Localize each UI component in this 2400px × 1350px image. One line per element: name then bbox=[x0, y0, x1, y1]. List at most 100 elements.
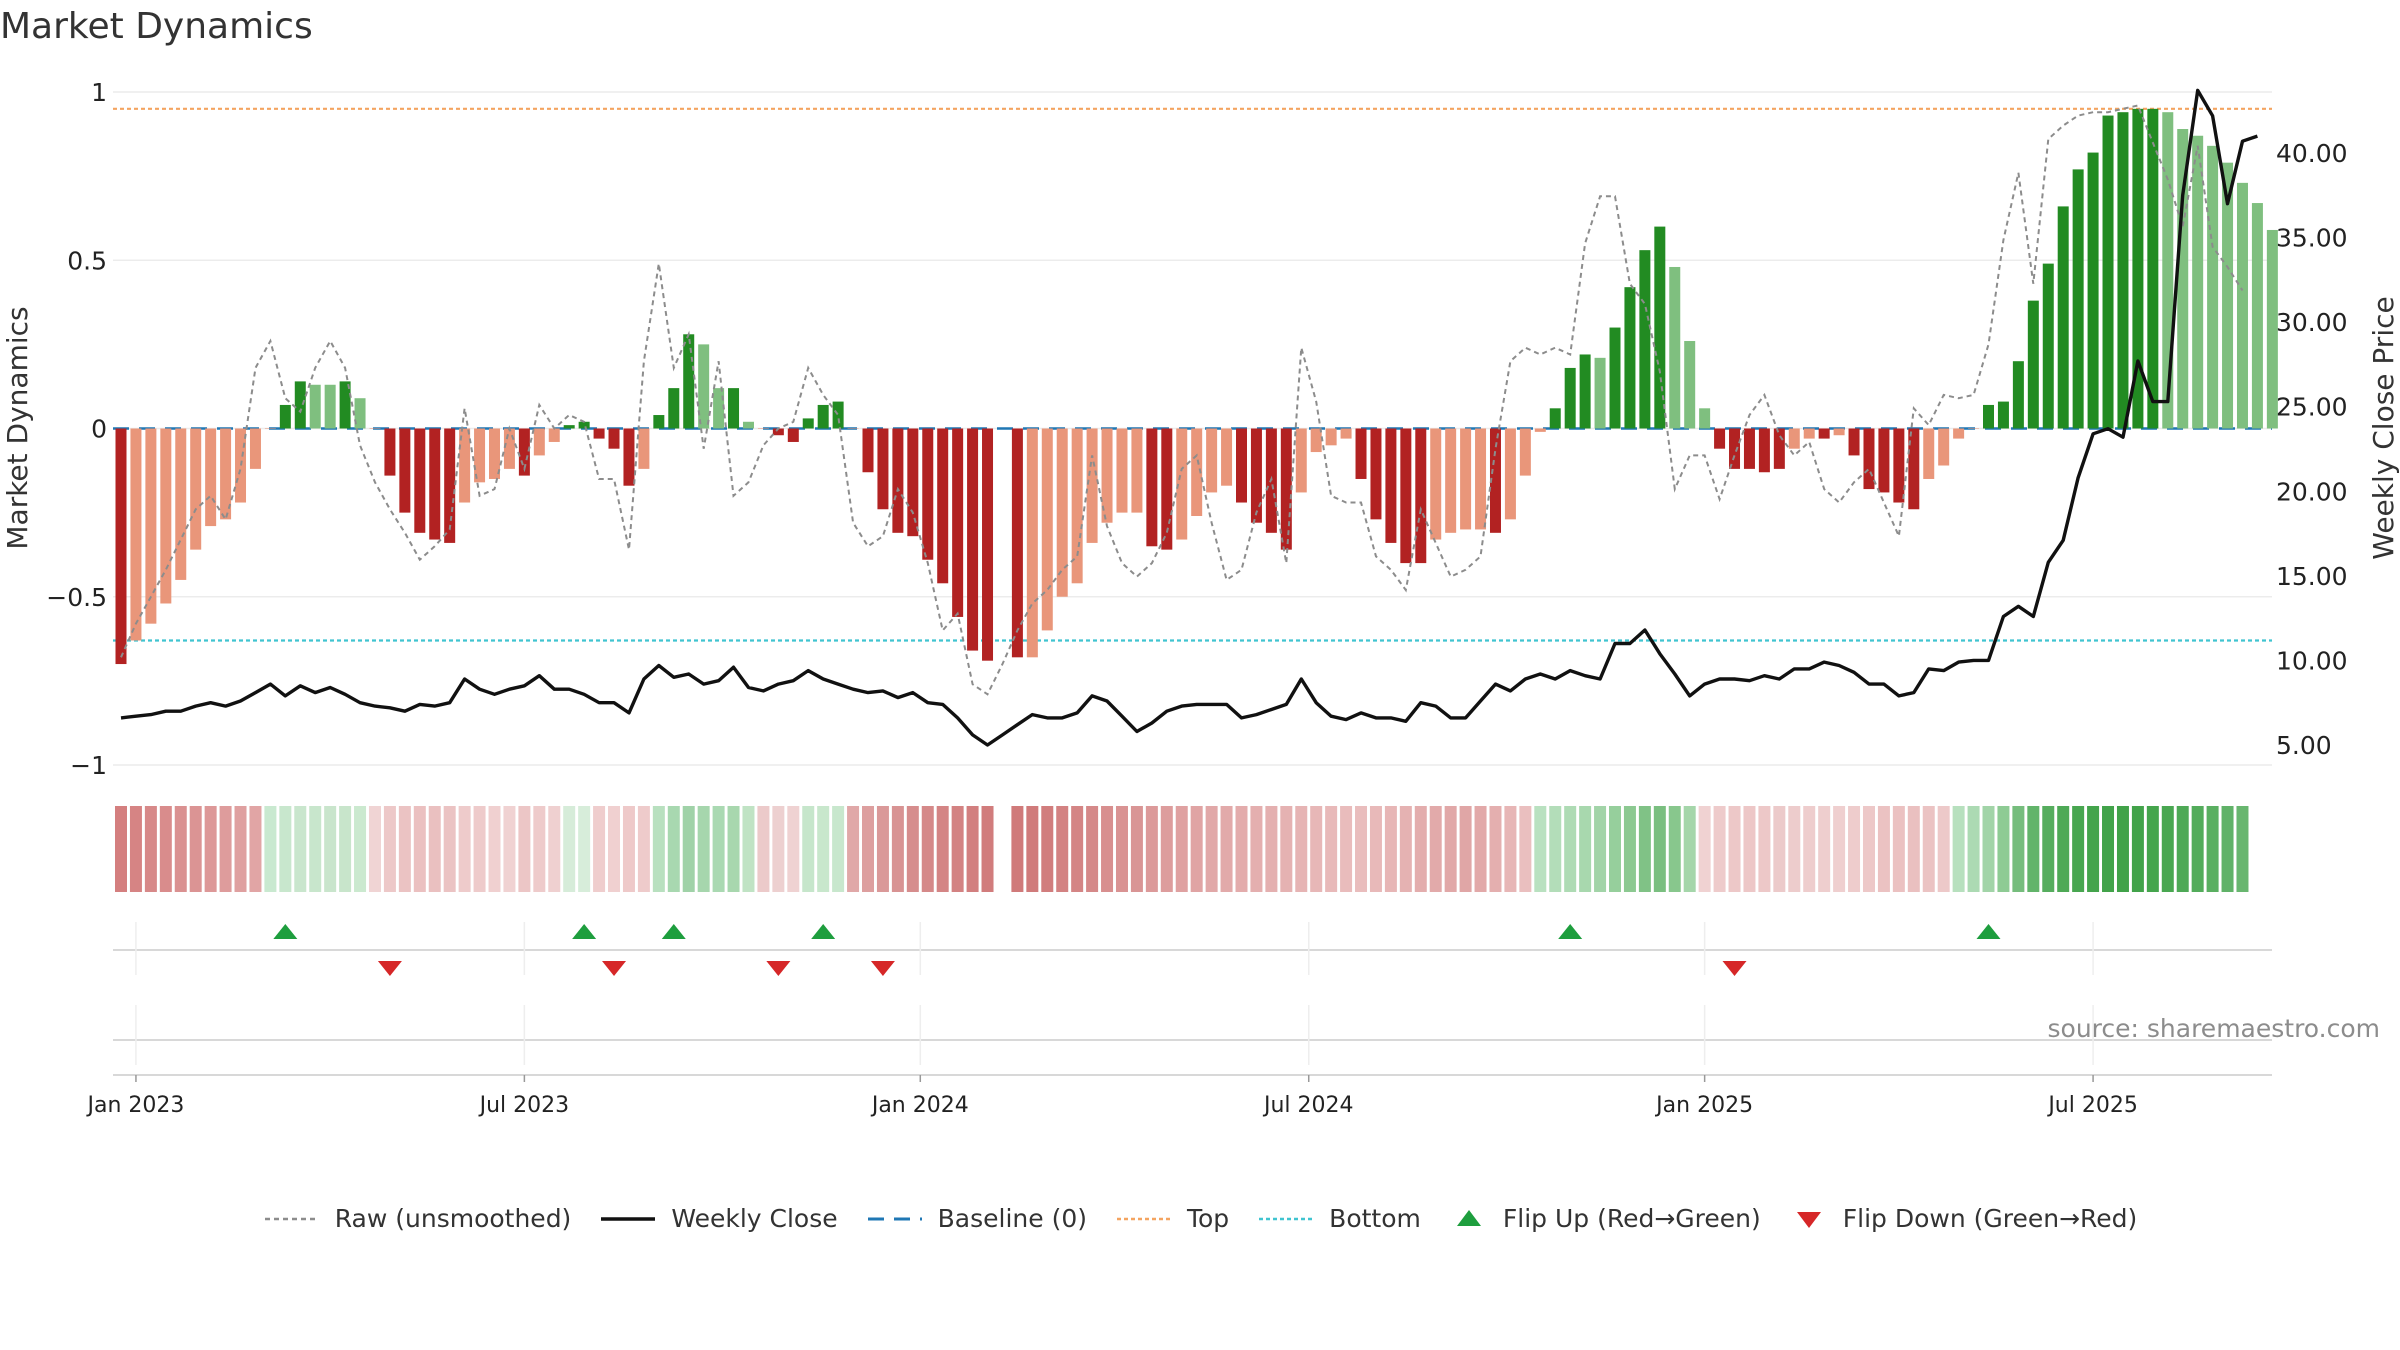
dynamics-bar bbox=[1579, 354, 1591, 429]
regime-strip-cell bbox=[1549, 806, 1562, 892]
dynamics-bar bbox=[339, 381, 351, 429]
dynamics-bar bbox=[429, 428, 441, 540]
regime-strip-cell bbox=[1101, 806, 1114, 892]
regime-strip-cell bbox=[2131, 806, 2144, 892]
regime-strip-cell bbox=[1653, 806, 1666, 892]
dynamics-bar bbox=[1684, 341, 1696, 429]
regime-strip-cell bbox=[383, 806, 396, 892]
legend-label-flip-up: Flip Up (Red→Green) bbox=[1502, 1204, 1761, 1233]
dynamics-bar bbox=[967, 428, 979, 651]
regime-strip bbox=[115, 806, 2249, 892]
legend-swatch-raw bbox=[264, 1217, 319, 1220]
dynamics-bar bbox=[1953, 428, 1965, 439]
dynamics-bar bbox=[907, 428, 919, 537]
legend-swatch-flip-up bbox=[1456, 1209, 1481, 1226]
legend-swatch-flip-down bbox=[1796, 1211, 1821, 1228]
dynamics-bar bbox=[1758, 428, 1770, 473]
regime-strip-cell bbox=[2116, 806, 2129, 892]
regime-strip-cell bbox=[1220, 806, 1233, 892]
regime-strip-cell bbox=[2161, 806, 2174, 892]
regime-strip-cell bbox=[1071, 806, 1084, 892]
flip-down-marker bbox=[602, 961, 627, 976]
dynamics-bar bbox=[668, 388, 680, 429]
dynamics-bar bbox=[937, 428, 949, 584]
dynamics-bar bbox=[518, 428, 530, 476]
weekly-close-series bbox=[120, 88, 2258, 747]
dynamics-bar bbox=[1863, 428, 1875, 490]
regime-strip-cell bbox=[966, 806, 979, 892]
dynamics-bar bbox=[175, 428, 187, 580]
dynamics-bar bbox=[2192, 135, 2204, 429]
regime-strip-cell bbox=[204, 806, 217, 892]
regime-strip-cell bbox=[1967, 806, 1980, 892]
flip-up-marker bbox=[811, 924, 836, 939]
dynamics-bar bbox=[1549, 408, 1561, 429]
dynamics-bar bbox=[399, 428, 411, 513]
regime-strip-cell bbox=[906, 806, 919, 892]
dynamics-bar bbox=[1773, 428, 1785, 469]
regime-strip-cell bbox=[294, 806, 307, 892]
regime-strip-cell bbox=[832, 806, 845, 892]
regime-strip-cell bbox=[1235, 806, 1248, 892]
regime-strip-cell bbox=[1937, 806, 1950, 892]
regime-strip-cell bbox=[189, 806, 202, 892]
y-tick-label-right: 5.00 bbox=[2276, 731, 2332, 760]
regime-strip-cell bbox=[488, 806, 501, 892]
regime-strip-cell bbox=[1145, 806, 1158, 892]
regime-strip-cell bbox=[712, 806, 725, 892]
regime-strip-cell bbox=[1534, 806, 1547, 892]
legend-item-flip-down: Flip Down (Green→Red) bbox=[1789, 1204, 2137, 1233]
regime-strip-cell bbox=[563, 806, 576, 892]
dynamics-bar bbox=[384, 428, 396, 476]
regime-strip-cell bbox=[1743, 806, 1756, 892]
regime-strip-cell bbox=[2236, 806, 2249, 892]
flip-up-marker bbox=[661, 924, 686, 939]
regime-strip-cell bbox=[473, 806, 486, 892]
dynamics-bar bbox=[1564, 367, 1576, 429]
dynamics-bar bbox=[2087, 152, 2099, 429]
dynamics-bar bbox=[145, 428, 157, 624]
dynamics-bar bbox=[1385, 428, 1397, 543]
regime-strip-cell bbox=[1579, 806, 1592, 892]
regime-strip-cell bbox=[1011, 806, 1024, 892]
regime-strip-cell bbox=[1295, 806, 1308, 892]
dynamics-bar bbox=[1236, 428, 1247, 503]
regime-strip-cell bbox=[1922, 806, 1935, 892]
regime-strip-cell bbox=[1638, 806, 1651, 892]
dynamics-bar bbox=[1983, 404, 1994, 429]
regime-strip-cell bbox=[802, 806, 815, 892]
regime-strip-cell bbox=[667, 806, 680, 892]
dynamics-bar bbox=[952, 428, 964, 617]
dynamics-bar bbox=[369, 428, 381, 429]
flip-markers-panel bbox=[113, 924, 2272, 976]
raw-unsmoothed-line bbox=[120, 104, 2244, 696]
legend-item-weekly-close: Weekly Close bbox=[599, 1204, 838, 1233]
dynamics-bar bbox=[1056, 428, 1068, 597]
regime-strip-cell bbox=[1086, 806, 1099, 892]
dynamics-bar bbox=[1878, 428, 1890, 493]
regime-strip-cell bbox=[951, 806, 964, 892]
regime-strip-cell bbox=[413, 806, 426, 892]
regime-strip-cell bbox=[533, 806, 546, 892]
dynamics-bar bbox=[354, 398, 366, 429]
y-tick-label-left: 0 bbox=[91, 415, 107, 444]
regime-strip-cell bbox=[1414, 806, 1427, 892]
y-tick-label-right: 10.00 bbox=[2276, 646, 2348, 675]
dynamics-bar bbox=[2012, 361, 2024, 429]
dynamics-bar bbox=[922, 428, 934, 560]
regime-strip-cell bbox=[2206, 806, 2219, 892]
legend-item-top: Top bbox=[1115, 1204, 1229, 1233]
dynamics-bar bbox=[1430, 428, 1442, 540]
dynamics-bar bbox=[817, 404, 829, 429]
x-tick-label: Jul 2025 bbox=[2046, 1093, 2138, 1118]
regime-strip-cell bbox=[637, 806, 650, 892]
chart-title: Market Dynamics bbox=[0, 6, 313, 47]
dynamics-bar bbox=[1191, 428, 1203, 516]
regime-strip-cell bbox=[772, 806, 785, 892]
dynamics-bar bbox=[1101, 428, 1113, 523]
dynamics-bar bbox=[578, 421, 590, 429]
dynamics-bar bbox=[742, 421, 754, 429]
flip-up-marker bbox=[572, 924, 597, 939]
legend-label-top: Top bbox=[1186, 1204, 1230, 1233]
dynamics-bar bbox=[1519, 428, 1531, 476]
